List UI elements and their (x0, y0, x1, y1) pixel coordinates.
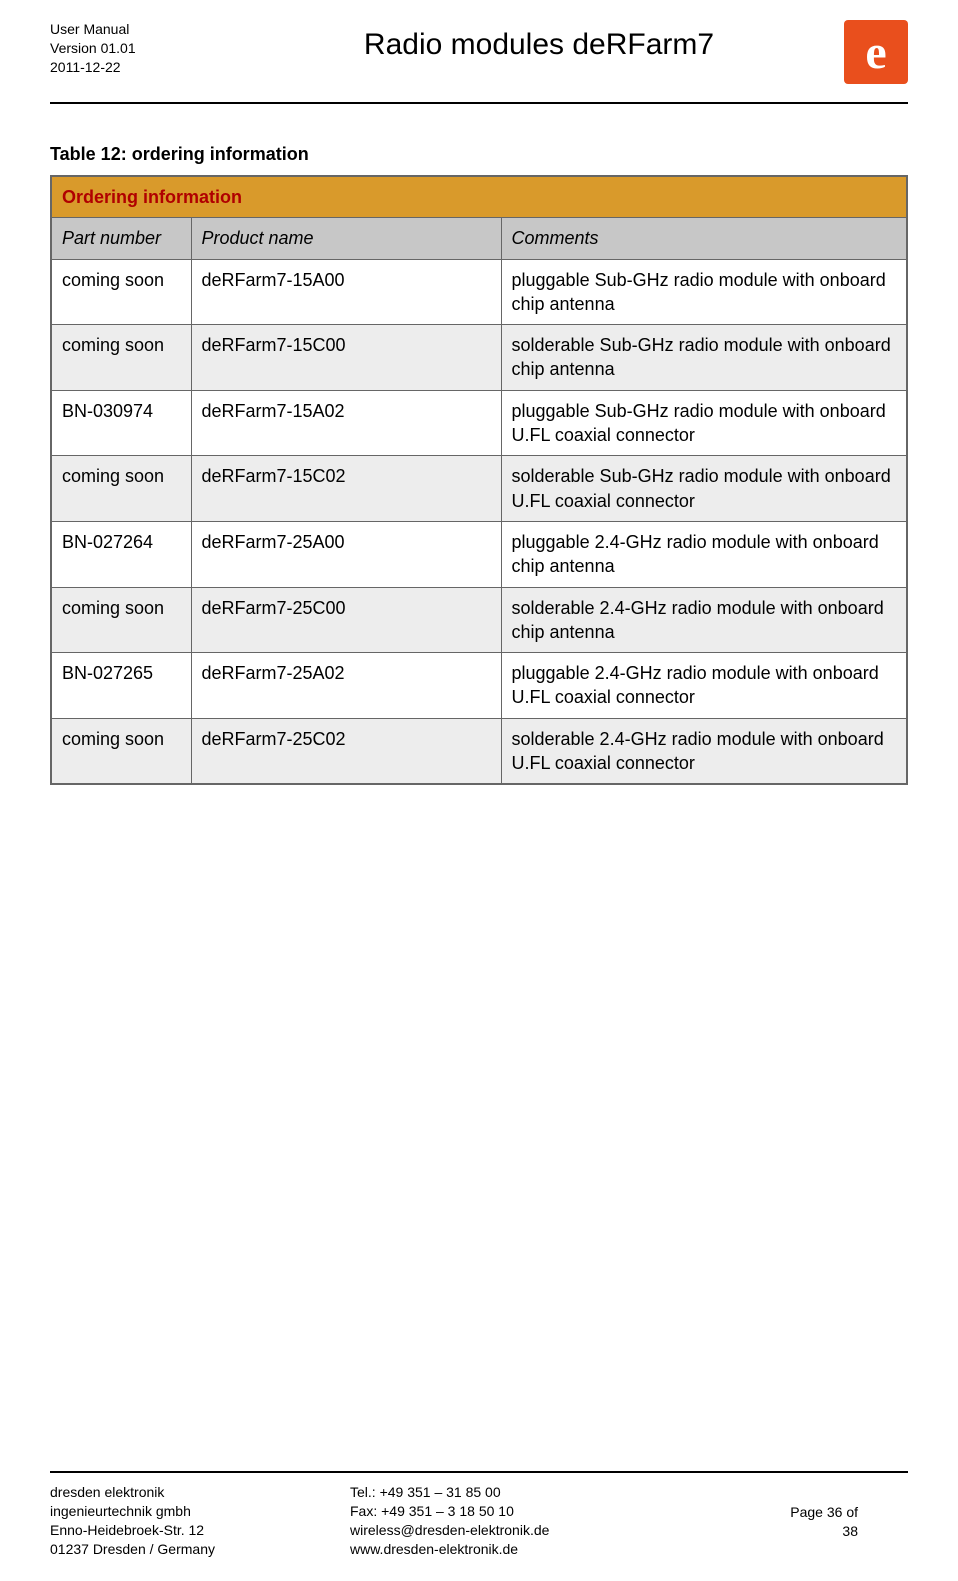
cell-part: BN-027264 (51, 521, 191, 587)
table-row: BN-027265 deRFarm7-25A02 pluggable 2.4-G… (51, 653, 907, 719)
cell-prod: deRFarm7-15A02 (191, 390, 501, 456)
cell-part: coming soon (51, 325, 191, 391)
footer-company2: ingenieurtechnik gmbh (50, 1502, 350, 1521)
header-meta: User Manual Version 01.01 2011-12-22 (50, 20, 250, 77)
cell-prod: deRFarm7-25A00 (191, 521, 501, 587)
cell-prod: deRFarm7-15A00 (191, 259, 501, 325)
footer-contact: Tel.: +49 351 – 31 85 00 Fax: +49 351 – … (350, 1483, 728, 1561)
cell-comment: pluggable Sub-GHz radio module with onbo… (501, 390, 907, 456)
footer-address: dresden elektronik ingenieurtechnik gmbh… (50, 1483, 350, 1561)
cell-prod: deRFarm7-25A02 (191, 653, 501, 719)
table-row: coming soon deRFarm7-15C02 solderable Su… (51, 456, 907, 522)
doc-type: User Manual (50, 20, 250, 39)
footer-web: www.dresden-elektronik.de (350, 1540, 728, 1559)
cell-comment: pluggable Sub-GHz radio module with onbo… (501, 259, 907, 325)
page-footer: dresden elektronik ingenieurtechnik gmbh… (50, 1471, 908, 1561)
table-row: coming soon deRFarm7-25C02 solderable 2.… (51, 718, 907, 784)
table-row: coming soon deRFarm7-15A00 pluggable Sub… (51, 259, 907, 325)
footer-email: wireless@dresden-elektronik.de (350, 1521, 728, 1540)
cell-comment: solderable 2.4-GHz radio module with onb… (501, 587, 907, 653)
logo-container: e (828, 20, 908, 84)
table-row: BN-027264 deRFarm7-25A00 pluggable 2.4-G… (51, 521, 907, 587)
table-row: coming soon deRFarm7-25C00 solderable 2.… (51, 587, 907, 653)
doc-version: Version 01.01 (50, 39, 250, 58)
page-number: Page 36 of 38 (778, 1503, 858, 1541)
table-caption: Table 12: ordering information (50, 144, 908, 165)
cell-prod: deRFarm7-25C00 (191, 587, 501, 653)
cell-prod: deRFarm7-15C00 (191, 325, 501, 391)
cell-comment: solderable 2.4-GHz radio module with onb… (501, 718, 907, 784)
cell-prod: deRFarm7-15C02 (191, 456, 501, 522)
cell-part: BN-030974 (51, 390, 191, 456)
cell-comment: pluggable 2.4-GHz radio module with onbo… (501, 521, 907, 587)
col-comments: Comments (501, 218, 907, 259)
cell-comment: pluggable 2.4-GHz radio module with onbo… (501, 653, 907, 719)
footer-page: Page 36 of 38 (728, 1483, 908, 1561)
footer-city: 01237 Dresden / Germany (50, 1540, 350, 1559)
ordering-table: Ordering information Part number Product… (50, 175, 908, 785)
logo-icon: e (844, 20, 908, 84)
page-title: Radio modules deRFarm7 (250, 20, 828, 62)
doc-date: 2011-12-22 (50, 58, 250, 77)
table-header-row: Part number Product name Comments (51, 218, 907, 259)
col-part-number: Part number (51, 218, 191, 259)
cell-comment: solderable Sub-GHz radio module with onb… (501, 456, 907, 522)
cell-comment: solderable Sub-GHz radio module with onb… (501, 325, 907, 391)
table-title: Ordering information (51, 176, 907, 218)
page-content: Table 12: ordering information Ordering … (50, 144, 908, 1471)
footer-fax: Fax: +49 351 – 3 18 50 10 (350, 1502, 728, 1521)
footer-street: Enno-Heidebroek-Str. 12 (50, 1521, 350, 1540)
col-product-name: Product name (191, 218, 501, 259)
table-row: BN-030974 deRFarm7-15A02 pluggable Sub-G… (51, 390, 907, 456)
cell-prod: deRFarm7-25C02 (191, 718, 501, 784)
cell-part: coming soon (51, 259, 191, 325)
footer-tel: Tel.: +49 351 – 31 85 00 (350, 1483, 728, 1502)
page-header: User Manual Version 01.01 2011-12-22 Rad… (50, 20, 908, 104)
table-row: coming soon deRFarm7-15C00 solderable Su… (51, 325, 907, 391)
cell-part: coming soon (51, 587, 191, 653)
table-title-row: Ordering information (51, 176, 907, 218)
cell-part: coming soon (51, 718, 191, 784)
cell-part: BN-027265 (51, 653, 191, 719)
cell-part: coming soon (51, 456, 191, 522)
footer-company: dresden elektronik (50, 1483, 350, 1502)
